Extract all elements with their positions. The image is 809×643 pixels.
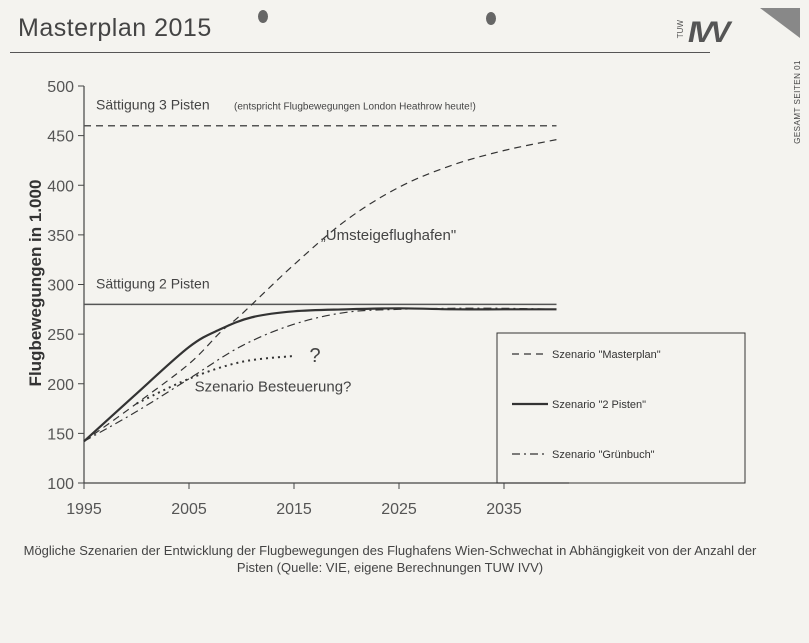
series-line — [83, 307, 557, 442]
x-tick-label: 1995 — [66, 501, 102, 518]
corner-mark — [760, 8, 800, 38]
page-title: Masterplan 2015 — [18, 14, 212, 42]
y-tick-label: 450 — [47, 129, 74, 146]
punch-hole-left — [258, 10, 268, 23]
figure-caption: Mögliche Szenarien der Entwicklung der F… — [23, 543, 757, 575]
logo: IVV — [688, 16, 730, 49]
header-divider — [10, 52, 710, 53]
annotation: „Umsteigeflughafen" — [321, 227, 456, 244]
legend-label: Szenario "Masterplan" — [552, 349, 661, 361]
annotation: ? — [309, 345, 320, 367]
punch-hole-right — [486, 12, 496, 25]
x-tick-label: 2035 — [486, 501, 522, 518]
y-tick-label: 150 — [47, 426, 74, 443]
legend: Szenario "Masterplan" Szenario "2 Pisten"… — [496, 332, 746, 484]
reference-note: (entspricht Flugbewegungen London Heathr… — [234, 102, 476, 113]
y-tick-label: 300 — [47, 278, 74, 295]
series-group — [83, 139, 557, 443]
y-tick-label: 350 — [47, 228, 74, 245]
legend-box — [496, 332, 746, 484]
series-line — [136, 354, 295, 405]
legend-label: Szenario "Grünbuch" — [552, 449, 655, 461]
y-tick-label: 250 — [47, 327, 74, 344]
reference-label: Sättigung 2 Pisten — [96, 275, 210, 291]
y-tick-label: 400 — [47, 178, 74, 195]
y-tick-label: 500 — [47, 79, 74, 96]
legend-label: Szenario "2 Pisten" — [552, 399, 646, 411]
x-tick-label: 2005 — [171, 501, 207, 518]
series-line — [83, 139, 557, 442]
x-tick-label: 2015 — [276, 501, 312, 518]
axes: 100 150 200 250 300 350 400 450 500 1995 2005 2015 2… — [47, 79, 569, 518]
annotations: „Umsteigeflughafen"? Szenario Besteuerung… — [195, 227, 457, 396]
y-axis-label: Flugbewegungen in 1.000 — [26, 180, 45, 387]
y-tick-label: 200 — [47, 377, 74, 394]
series-line — [83, 307, 557, 443]
chart: Flugbewegungen in 1.000 100 150 200 250 300 3… — [26, 79, 746, 518]
reference-lines: Sättigung 3 Pisten (entspricht Flugbewegu… — [84, 97, 557, 306]
x-tick-label: 2025 — [381, 501, 417, 518]
annotation: Szenario Besteuerung? — [195, 379, 352, 396]
y-tick-label: 100 — [47, 476, 74, 493]
reference-label: Sättigung 3 Pisten — [96, 97, 210, 113]
